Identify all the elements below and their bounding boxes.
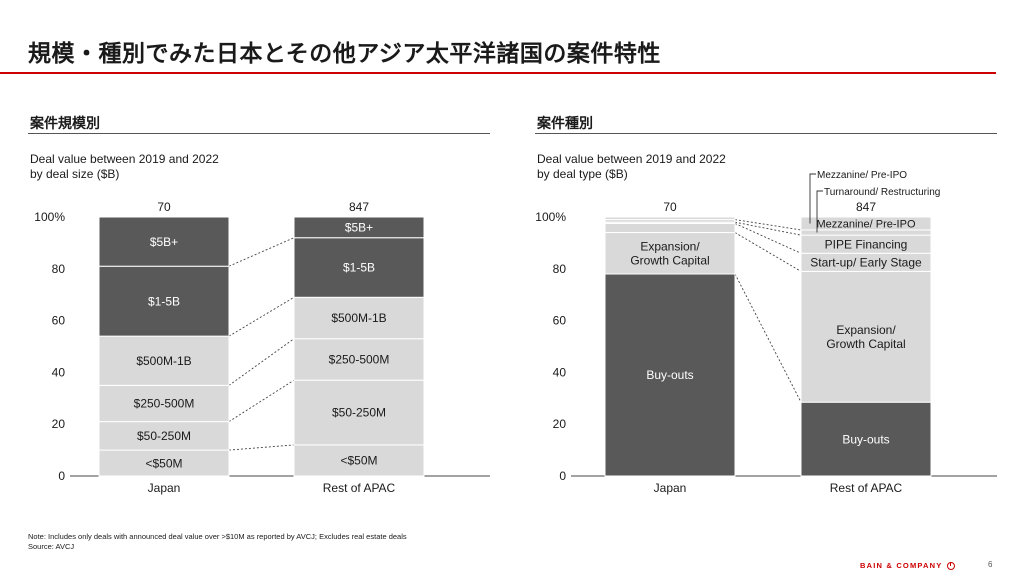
type-category-label: Rest of APAC: [830, 481, 903, 495]
type-bar-segment: [604, 216, 736, 221]
left-subtitle-line1: Deal value between 2019 and 2022: [30, 152, 219, 166]
right-section-rule: [535, 133, 997, 134]
type-segment-label: Buy-outs: [646, 368, 693, 382]
type-connector-line: [734, 232, 802, 272]
size-segment-label: $250-500M: [329, 353, 390, 367]
footnote: Note: Includes only deals with announced…: [28, 532, 407, 552]
size-connector-line: [228, 296, 295, 337]
size-total-label: 847: [349, 200, 369, 214]
size-connector-line: [228, 444, 295, 451]
size-category-label: Rest of APAC: [323, 481, 396, 495]
type-bar-segment: [800, 270, 932, 403]
type-bar-segment: [604, 273, 736, 477]
left-section-rule: [28, 133, 490, 134]
type-callout-label: Turnaround/ Restructuring: [824, 187, 940, 198]
size-connector-line: [228, 237, 295, 267]
size-ytick-label: 60: [52, 314, 66, 328]
size-connector-line: [228, 338, 295, 386]
type-connector-line: [734, 221, 802, 236]
size-category-label: Japan: [148, 481, 181, 495]
size-bar-segment: [98, 421, 230, 451]
size-bar-segment: [293, 237, 425, 298]
type-total-label: 847: [856, 200, 876, 214]
type-bar-segment: [604, 222, 736, 234]
size-segment-label: $50-250M: [332, 406, 386, 420]
left-section-title: 案件規模別: [30, 115, 100, 131]
right-chart-subtitle: Deal value between 2019 and 2022 by deal…: [537, 152, 726, 182]
brand-name: BAIN & COMPANY: [860, 561, 943, 570]
page-title: 規模・種別でみた日本とその他アジア太平洋諸国の案件特性: [28, 40, 661, 66]
right-subtitle-line2: by deal type ($B): [537, 167, 628, 181]
left-chart-subtitle: Deal value between 2019 and 2022 by deal…: [30, 152, 219, 182]
size-ytick-label: 40: [52, 365, 66, 379]
type-bar-segment: [604, 232, 736, 275]
type-bar-segment: [800, 216, 932, 231]
type-bar-segment: [800, 401, 932, 477]
size-bar-segment: [98, 384, 230, 423]
size-segment-label: $250-500M: [134, 397, 195, 411]
size-bar-segment: [293, 379, 425, 446]
type-callout-label: Mezzanine/ Pre-IPO: [817, 170, 907, 181]
size-bar-segment: [293, 338, 425, 381]
size-bar-segment: [293, 216, 425, 239]
size-bar-segment: [98, 335, 230, 386]
type-segment-label: Mezzanine/ Pre-IPO: [816, 218, 915, 230]
size-ytick-label: 0: [58, 469, 65, 483]
page-number: 6: [988, 560, 993, 569]
size-segment-label: <$50M: [145, 456, 182, 470]
size-segment-label: $1-5B: [343, 261, 375, 275]
size-total-label: 70: [157, 200, 171, 214]
type-ytick-label: 60: [553, 314, 567, 328]
type-ytick-label: 20: [553, 417, 567, 431]
source-text: Source: AVCJ: [28, 542, 75, 551]
size-segment-label: $5B+: [345, 221, 373, 235]
type-bar-segment: [800, 229, 932, 236]
type-segment-label: Start-up/ Early Stage: [810, 256, 922, 270]
note-text: Note: Includes only deals with announced…: [28, 532, 407, 541]
type-connector-line: [734, 273, 802, 403]
type-segment-label: Buy-outs: [842, 432, 889, 446]
size-segment-label: $500M-1B: [331, 311, 386, 325]
type-segment-label: PIPE Financing: [825, 237, 908, 251]
size-segment-label: <$50M: [340, 454, 377, 468]
size-ytick-label: 100%: [34, 210, 65, 224]
type-segment-label: Growth Capital: [630, 253, 709, 267]
size-bar-segment: [98, 449, 230, 477]
title-rule: [0, 72, 996, 74]
size-segment-label: $5B+: [150, 235, 178, 249]
type-category-label: Japan: [654, 481, 687, 495]
type-ytick-label: 0: [559, 469, 566, 483]
size-ytick-label: 20: [52, 417, 66, 431]
brand-mark-icon: [946, 561, 955, 570]
size-segment-label: $500M-1B: [136, 354, 191, 368]
type-total-label: 70: [663, 200, 677, 214]
type-segment-label: Expansion/: [836, 323, 896, 337]
type-ytick-label: 40: [553, 365, 567, 379]
type-connector-line: [734, 219, 802, 231]
left-subtitle-line2: by deal size ($B): [30, 167, 120, 181]
size-connector-line: [228, 379, 295, 422]
type-segment-label: Expansion/: [640, 239, 700, 253]
type-ytick-label: 100%: [535, 210, 566, 224]
type-ytick-label: 80: [553, 262, 567, 276]
brand-logo: BAIN & COMPANY: [860, 561, 955, 570]
size-ytick-label: 80: [52, 262, 66, 276]
type-connector-line: [734, 223, 802, 254]
size-bar-segment: [98, 265, 230, 337]
size-segment-label: $50-250M: [137, 429, 191, 443]
right-section-title: 案件種別: [537, 115, 593, 131]
size-bar-segment: [98, 216, 230, 267]
type-callout-line: [816, 190, 823, 233]
right-subtitle-line1: Deal value between 2019 and 2022: [537, 152, 726, 166]
type-callout-line: [809, 173, 816, 224]
size-bar-segment: [293, 296, 425, 340]
type-segment-label: Growth Capital: [826, 337, 905, 351]
size-segment-label: $1-5B: [148, 294, 180, 308]
